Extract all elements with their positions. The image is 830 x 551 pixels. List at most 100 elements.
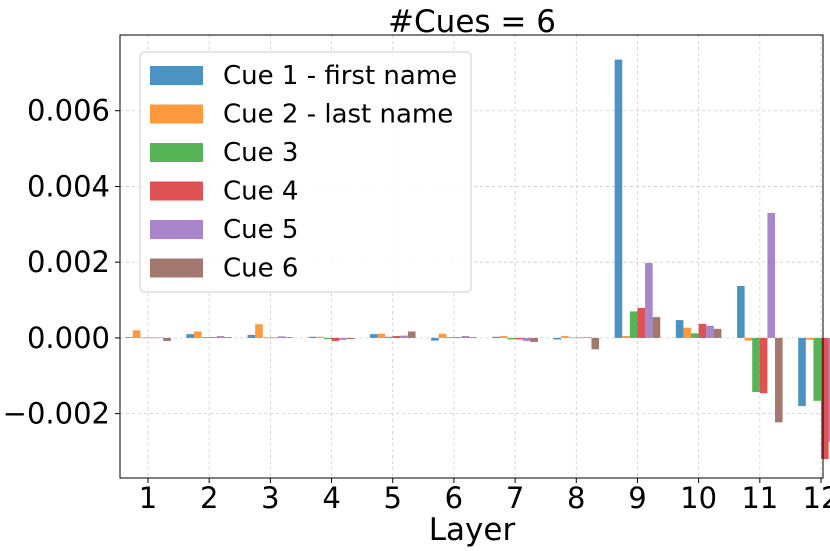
bar — [316, 336, 324, 338]
x-tick-label: 12 — [803, 481, 830, 515]
bar — [277, 336, 286, 338]
bar — [675, 320, 684, 338]
bar — [369, 334, 378, 338]
bar — [821, 337, 829, 460]
bar — [530, 337, 538, 343]
bar — [323, 337, 332, 340]
legend-label: Cue 5 — [223, 215, 298, 245]
bar — [683, 327, 692, 338]
bar — [759, 337, 768, 394]
y-tick-label: 0.000 — [27, 321, 110, 355]
bar — [262, 337, 271, 339]
bar — [507, 337, 516, 340]
bar — [576, 337, 584, 339]
bar — [438, 333, 447, 338]
bar — [392, 336, 401, 338]
bar — [775, 337, 783, 423]
bar — [767, 212, 776, 338]
bar — [492, 336, 500, 338]
bar — [148, 337, 156, 339]
bar — [568, 337, 577, 339]
bar — [163, 337, 171, 341]
legend-swatch — [150, 220, 203, 239]
bar — [431, 337, 439, 341]
bar — [752, 337, 760, 393]
x-tick-label: 5 — [384, 481, 402, 515]
bar — [614, 59, 623, 338]
bar — [255, 324, 263, 338]
bar — [561, 336, 569, 338]
bar — [522, 337, 531, 341]
bar — [583, 337, 592, 338]
legend-swatch — [150, 258, 203, 278]
x-tick-label: 3 — [261, 481, 279, 515]
legend-label: Cue 3 — [223, 138, 298, 168]
x-tick-label: 4 — [322, 481, 340, 515]
legend-label: Cue 6 — [223, 254, 298, 284]
bar — [446, 337, 454, 338]
bar — [744, 337, 753, 341]
bar — [813, 337, 821, 401]
legend-swatch — [150, 143, 203, 162]
x-axis-label: Layer — [429, 512, 516, 548]
bar — [385, 336, 393, 338]
bar — [469, 337, 477, 338]
bar — [400, 335, 408, 338]
legend-label: Cue 4 — [223, 177, 298, 207]
x-tick-label: 11 — [741, 481, 778, 515]
bar — [453, 337, 462, 338]
bar — [193, 331, 202, 338]
bar — [155, 337, 164, 339]
bar — [798, 337, 806, 407]
x-tick-label: 6 — [445, 481, 463, 515]
bar — [629, 311, 638, 338]
bar — [553, 337, 562, 340]
x-tick-label: 8 — [567, 481, 585, 515]
bar — [270, 337, 278, 339]
plot-frame — [119, 34, 824, 479]
x-tick-label: 9 — [628, 481, 646, 515]
bar — [407, 331, 416, 338]
x-tick-label: 1 — [139, 481, 157, 515]
bar — [698, 323, 707, 338]
bar — [515, 337, 523, 340]
bar — [499, 336, 508, 338]
legend-label: Cue 1 - first name — [223, 61, 457, 91]
bar — [339, 337, 347, 340]
bar — [285, 337, 294, 338]
y-tick-label: 0.004 — [27, 169, 110, 203]
bar — [216, 336, 225, 338]
x-tick-label: 7 — [506, 481, 524, 515]
x-tick-label: 2 — [200, 481, 218, 515]
bar — [125, 337, 133, 338]
bar — [224, 337, 232, 338]
legend: Cue 1 - first name Cue 2 - last name Cue 3… — [139, 51, 472, 293]
bar — [331, 337, 340, 341]
y-tick-label: 0.002 — [27, 245, 110, 279]
bar — [805, 337, 814, 340]
bar — [737, 286, 745, 338]
bar — [691, 333, 699, 338]
bar — [132, 330, 141, 338]
legend-swatch — [150, 66, 203, 85]
bar — [591, 337, 600, 350]
bar — [461, 336, 470, 338]
bar — [652, 317, 661, 338]
bar — [622, 336, 630, 338]
legend-swatch — [150, 104, 203, 124]
bar — [140, 337, 148, 339]
x-tick-label: 10 — [680, 481, 717, 515]
legend-label: Cue 2 - last name — [223, 100, 453, 130]
bar — [377, 333, 386, 338]
legend-swatch — [150, 181, 203, 201]
bar — [186, 334, 194, 338]
y-tick-label: −0.002 — [3, 397, 110, 431]
bar — [637, 307, 646, 338]
bar — [706, 325, 714, 338]
bar — [308, 336, 317, 338]
bar — [247, 334, 256, 338]
y-tick-label: 0.006 — [27, 94, 110, 128]
bars — [125, 59, 830, 460]
